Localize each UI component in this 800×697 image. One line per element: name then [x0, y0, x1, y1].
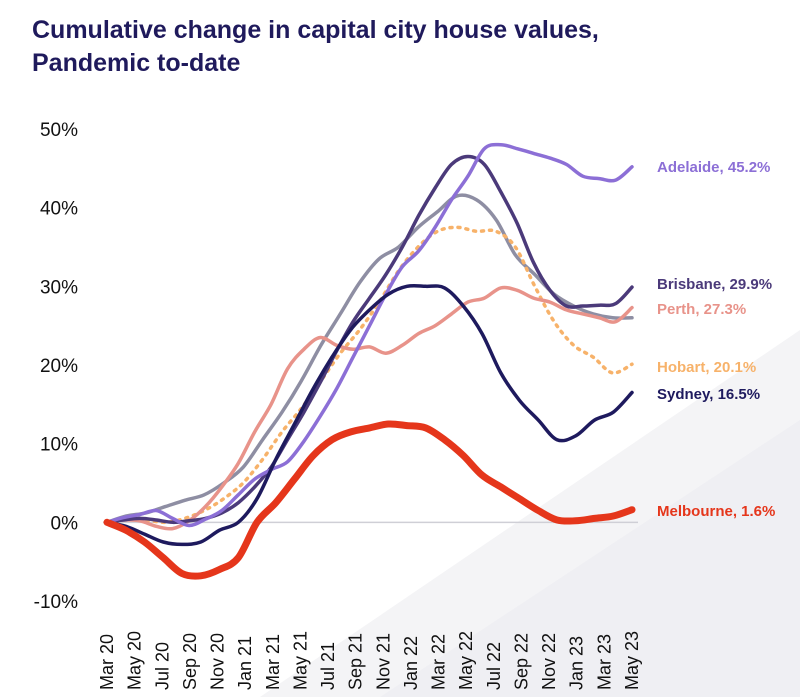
series-label-melbourne: Melbourne, 1.6% [657, 503, 775, 520]
series-line-perth [105, 285, 634, 531]
x-tick-label: Sep 21 [346, 633, 366, 690]
series-labels: Adelaide, 45.2% Brisbane, 29.9% Perth, 27.… [657, 159, 775, 520]
x-axis: Mar 20 May 20 Jul 20 Sep 20 Nov 20 Jan 21 Mar … [97, 631, 642, 690]
chart-title-line-2: Pandemic to-date [32, 49, 241, 77]
x-tick-label: Jan 23 [567, 636, 587, 690]
x-tick-label: May 20 [125, 631, 145, 690]
series-line-grey-series [105, 193, 634, 525]
y-tick-label: 0% [51, 513, 79, 534]
series-line-sydney [105, 283, 634, 547]
x-tick-label: Mar 20 [97, 634, 117, 690]
series-line-melbourne [103, 420, 636, 580]
x-tick-label: Jan 21 [235, 636, 255, 690]
x-tick-label: Nov 22 [539, 633, 559, 690]
y-tick-label: 30% [40, 277, 78, 298]
x-tick-label: May 22 [456, 631, 476, 690]
x-tick-label: Sep 20 [180, 633, 200, 690]
x-tick-label: May 23 [622, 631, 642, 690]
x-tick-label: Jan 22 [401, 636, 421, 690]
series-label-sydney: Sydney, 16.5% [657, 386, 760, 403]
y-tick-label: 20% [40, 356, 78, 377]
x-tick-label: Jul 20 [152, 642, 172, 690]
y-tick-label: 10% [40, 435, 78, 456]
x-tick-label: Nov 21 [373, 633, 393, 690]
x-tick-label: Sep 22 [511, 633, 531, 690]
chart-title-line-1: Cumulative change in capital city house … [32, 16, 599, 44]
x-tick-label: May 21 [290, 631, 310, 690]
series-label-hobart: Hobart, 20.1% [657, 359, 756, 376]
x-tick-label: Mar 22 [429, 634, 449, 690]
x-tick-label: Jul 21 [318, 642, 338, 690]
x-tick-label: Mar 23 [594, 634, 614, 690]
y-tick-label: 50% [40, 120, 78, 141]
x-tick-label: Jul 22 [484, 642, 504, 690]
series-line-brisbane [105, 154, 634, 525]
series-line-adelaide [105, 142, 634, 528]
x-tick-label: Nov 20 [208, 633, 228, 690]
y-tick-label: 40% [40, 199, 78, 220]
series-label-brisbane: Brisbane, 29.9% [657, 276, 772, 293]
series-label-perth: Perth, 27.3% [657, 301, 746, 318]
series-lines [103, 142, 636, 580]
x-tick-label: Mar 21 [263, 634, 283, 690]
y-axis: -10% 0% 10% 20% 30% 40% 50% [34, 120, 638, 613]
y-tick-label: -10% [34, 592, 78, 613]
series-label-adelaide: Adelaide, 45.2% [657, 159, 770, 176]
chart-title: Cumulative change in capital city house … [32, 14, 599, 80]
